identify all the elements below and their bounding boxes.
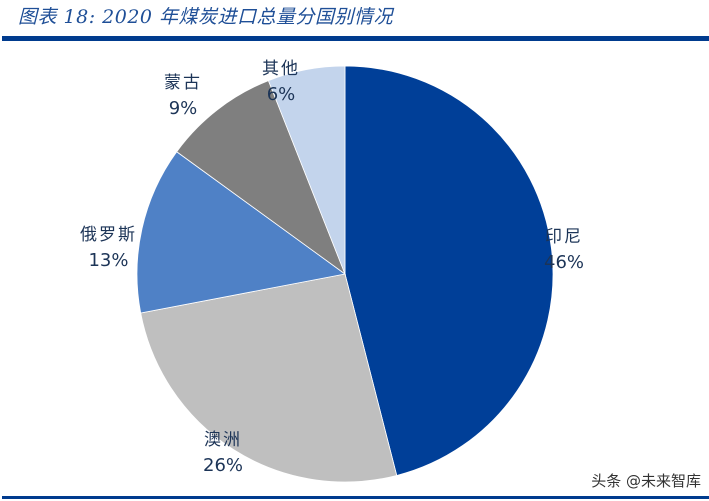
label-indonesia-pct: 46%	[544, 252, 585, 273]
label-russia-name: 俄罗斯	[80, 225, 137, 245]
label-australia-pct: 26%	[203, 455, 244, 476]
label-mongolia-pct: 9%	[168, 98, 198, 119]
label-other-pct: 6%	[266, 84, 296, 105]
label-mongolia: 蒙古 9%	[164, 75, 202, 118]
title-divider	[2, 36, 709, 41]
pie-slice-2	[136, 151, 346, 314]
label-indonesia: 印尼 46%	[544, 229, 584, 272]
label-other: 其他 6%	[262, 61, 300, 104]
label-australia: 澳洲 26%	[203, 432, 243, 475]
pie-slice-1	[140, 273, 398, 483]
chart-title: 图表 18: 2020 年煤炭进口总量分国别情况	[18, 6, 394, 28]
label-other-name: 其他	[262, 59, 300, 79]
label-russia: 俄罗斯 13%	[80, 227, 137, 270]
pie-slice-4	[267, 65, 346, 275]
label-russia-pct: 13%	[88, 250, 129, 271]
watermark: 头条 @未来智库	[591, 472, 701, 490]
pie-slice-0	[344, 65, 554, 476]
label-indonesia-name: 印尼	[545, 227, 583, 247]
pie-slice-3	[176, 80, 346, 276]
label-mongolia-name: 蒙古	[164, 73, 202, 93]
footer-divider	[2, 496, 709, 499]
label-australia-name: 澳洲	[204, 430, 242, 450]
